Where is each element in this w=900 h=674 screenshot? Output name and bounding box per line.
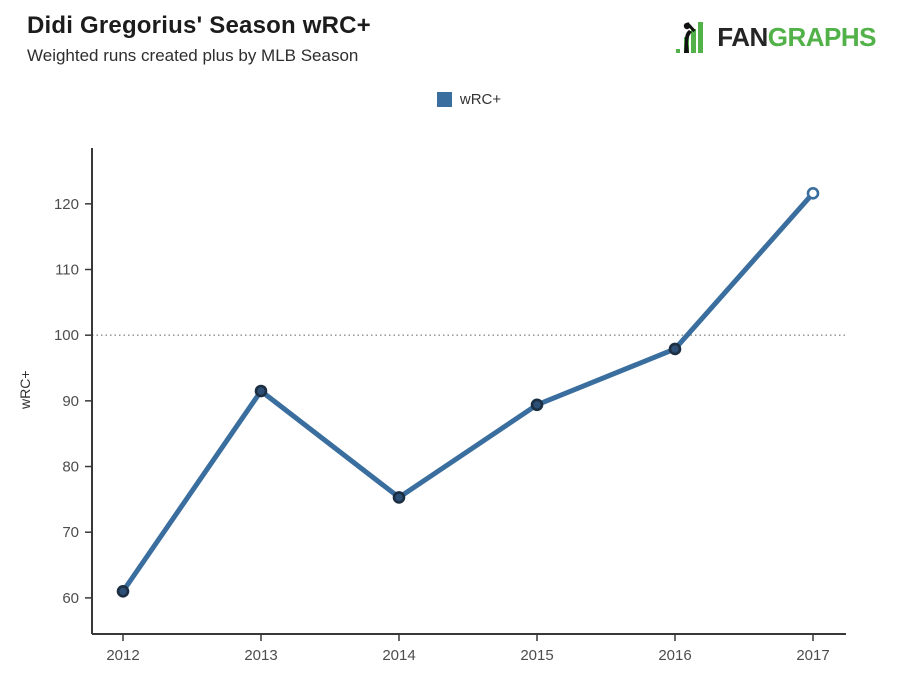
logo-text-fan: FAN xyxy=(717,21,768,52)
x-tick-label: 2016 xyxy=(658,647,691,664)
data-point-2014[interactable] xyxy=(392,491,406,504)
x-tick-label: 2014 xyxy=(382,647,415,664)
data-point-2016[interactable] xyxy=(668,342,682,356)
legend-swatch xyxy=(436,92,452,107)
fangraphs-logo[interactable]: FANGRAPHS xyxy=(675,20,877,54)
logo-text-graphs: GRAPHS xyxy=(767,21,877,52)
data-point-2015[interactable] xyxy=(530,398,544,412)
fangraphs-batter-icon xyxy=(676,21,704,53)
x-tick-label: 2013 xyxy=(244,647,277,664)
y-tick-label: 110 xyxy=(55,262,79,279)
x-tick-label: 2017 xyxy=(796,647,829,664)
data-point-2012[interactable] xyxy=(116,585,130,598)
x-tick-label: 2015 xyxy=(520,647,553,664)
legend-label: wRC+ xyxy=(459,91,502,108)
y-tick-label: 80 xyxy=(62,459,79,476)
fangraphs-wordmark: FANGRAPHS xyxy=(717,22,876,53)
y-tick-label: 100 xyxy=(54,327,79,344)
data-point-2017[interactable] xyxy=(806,187,820,200)
legend-item-wrc[interactable]: wRC+ xyxy=(92,91,846,108)
y-tick-label: 90 xyxy=(62,393,79,410)
y-tick-label: 60 xyxy=(62,590,79,607)
y-axis-title: wRC+ xyxy=(17,370,33,410)
page-title: Didi Gregorius' Season wRC+ xyxy=(27,12,371,39)
wrc-series-line xyxy=(120,190,816,594)
y-tick-label: 70 xyxy=(62,524,79,541)
page-subtitle: Weighted runs created plus by MLB Season xyxy=(27,46,359,65)
x-tick-label: 2012 xyxy=(106,647,139,664)
chart-header: Didi Gregorius' Season wRC+ Weighted run… xyxy=(27,12,371,66)
y-tick-label: 120 xyxy=(54,196,79,213)
data-point-2013[interactable] xyxy=(254,384,268,398)
